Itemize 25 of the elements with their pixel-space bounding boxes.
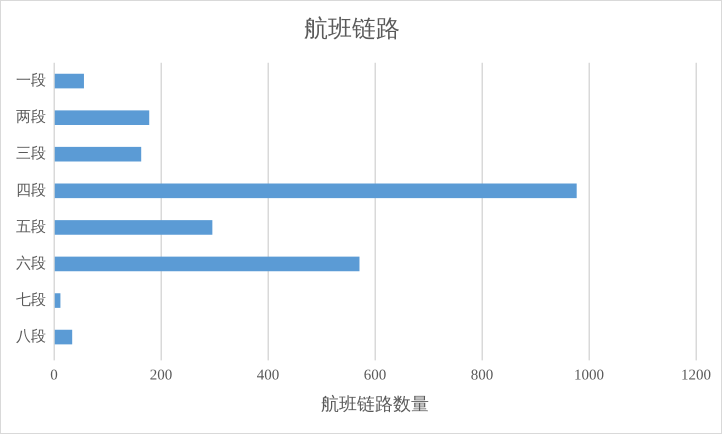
- bar: [54, 110, 150, 125]
- x-tick-label: 0: [50, 367, 58, 384]
- x-tick-label: 1000: [574, 367, 604, 384]
- y-tick-label: 七段: [16, 291, 46, 308]
- x-tick-label: 200: [150, 367, 172, 384]
- chart-title: 航班链路: [304, 16, 400, 43]
- y-tick-label: 五段: [16, 218, 46, 236]
- bar: [54, 256, 360, 272]
- bar: [54, 184, 577, 198]
- y-tick-label: 六段: [16, 254, 46, 272]
- bar: [54, 220, 212, 235]
- x-tick-label: 1200: [681, 367, 711, 384]
- y-tick-label: 两段: [16, 108, 46, 126]
- x-tick-label: 400: [256, 367, 280, 384]
- x-tick-label: 800: [470, 367, 494, 384]
- bar: [54, 330, 72, 344]
- y-tick-label: 四段: [16, 182, 46, 199]
- bar: [54, 74, 84, 88]
- y-tick-label: 一段: [16, 72, 46, 90]
- bar: [54, 146, 142, 162]
- x-tick-label: 600: [364, 367, 386, 384]
- x-axis-title: 航班链路数量: [321, 394, 429, 414]
- y-tick-label: 三段: [16, 145, 46, 162]
- bar: [54, 293, 60, 308]
- y-tick-label: 八段: [16, 328, 46, 346]
